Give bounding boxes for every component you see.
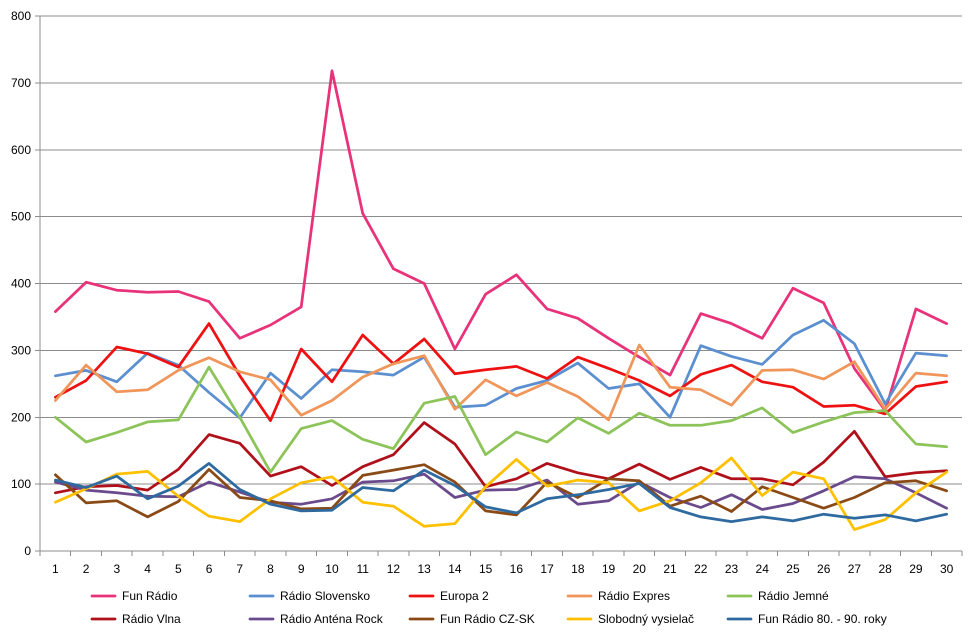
x-tick-label: 7 [236, 562, 243, 576]
legend-label: Slobodný vysielač [598, 612, 694, 626]
series-line-2 [54, 322, 948, 422]
x-tick-label: 13 [417, 562, 431, 576]
x-tick-label: 29 [909, 562, 923, 576]
x-tick-label: 12 [387, 562, 401, 576]
legend-label: Rádio Vlna [122, 612, 181, 626]
x-tick-label: 22 [694, 562, 708, 576]
series-lines [54, 69, 948, 531]
x-tick-label: 30 [940, 562, 954, 576]
legend-label: Rádio Anténa Rock [280, 612, 384, 626]
series-line-8 [54, 456, 948, 531]
y-tick-label: 400 [11, 277, 31, 291]
x-tick-label: 23 [725, 562, 739, 576]
x-tick-label: 28 [878, 562, 892, 576]
y-tick-label: 300 [11, 343, 31, 357]
legend-label: Rádio Slovensko [280, 589, 370, 603]
x-tick-label: 5 [175, 562, 182, 576]
y-tick-label: 600 [11, 143, 31, 157]
legend-label: Fun Rádio [122, 589, 178, 603]
legend-label: Fun Rádio CZ-SK [440, 612, 535, 626]
series-line-3 [54, 343, 948, 422]
x-tick-label: 4 [144, 562, 151, 576]
x-tick-label: 27 [848, 562, 862, 576]
series-line-4 [54, 365, 948, 474]
series-line-0 [54, 69, 948, 412]
series-line-9 [54, 462, 948, 523]
y-tick-label: 700 [11, 76, 31, 90]
y-tick-label: 0 [24, 544, 31, 558]
x-tick-label: 24 [756, 562, 770, 576]
y-tick-label: 200 [11, 410, 31, 424]
x-tick-label: 2 [83, 562, 90, 576]
series-line-1 [54, 318, 948, 420]
x-tick-label: 6 [206, 562, 213, 576]
x-tick-label: 8 [267, 562, 274, 576]
y-axis: 0 100 200 300 400 500 600 700 800 [11, 9, 41, 558]
x-tick-label: 18 [571, 562, 585, 576]
x-tick-label: 26 [817, 562, 831, 576]
legend-label: Rádio Jemné [758, 589, 829, 603]
y-tick-label: 500 [11, 210, 31, 224]
x-tick-label: 9 [298, 562, 305, 576]
x-tick-label: 17 [540, 562, 554, 576]
x-tick-label: 10 [325, 562, 339, 576]
x-axis: 1 2 3 4 5 6 7 8 9 10 11 12 13 14 15 16 17 18 19 20 21 22 23 24 2… [39, 550, 963, 576]
x-tick-label: 15 [479, 562, 493, 576]
x-tick-label: 19 [602, 562, 616, 576]
x-tick-label: 16 [510, 562, 524, 576]
series-line-6 [54, 472, 948, 511]
x-tick-label: 11 [356, 562, 369, 576]
x-tick-label: 3 [113, 562, 120, 576]
x-tick-label: 1 [52, 562, 59, 576]
series-line-7 [54, 463, 948, 519]
x-tick-label: 21 [663, 562, 677, 576]
y-tick-label: 800 [11, 9, 31, 23]
x-tick-label: 14 [448, 562, 462, 576]
legend: Fun Rádio Rádio Slovensko Europa 2 Rádio Ex… [90, 589, 887, 626]
legend-label: Europa 2 [440, 589, 489, 603]
x-tick-label: 25 [786, 562, 800, 576]
y-tick-label: 100 [11, 477, 31, 491]
series-line-5 [54, 421, 948, 495]
x-tick-label: 20 [633, 562, 647, 576]
legend-label: Rádio Expres [598, 589, 670, 603]
legend-label: Fun Rádio 80. - 90. roky [758, 612, 887, 626]
